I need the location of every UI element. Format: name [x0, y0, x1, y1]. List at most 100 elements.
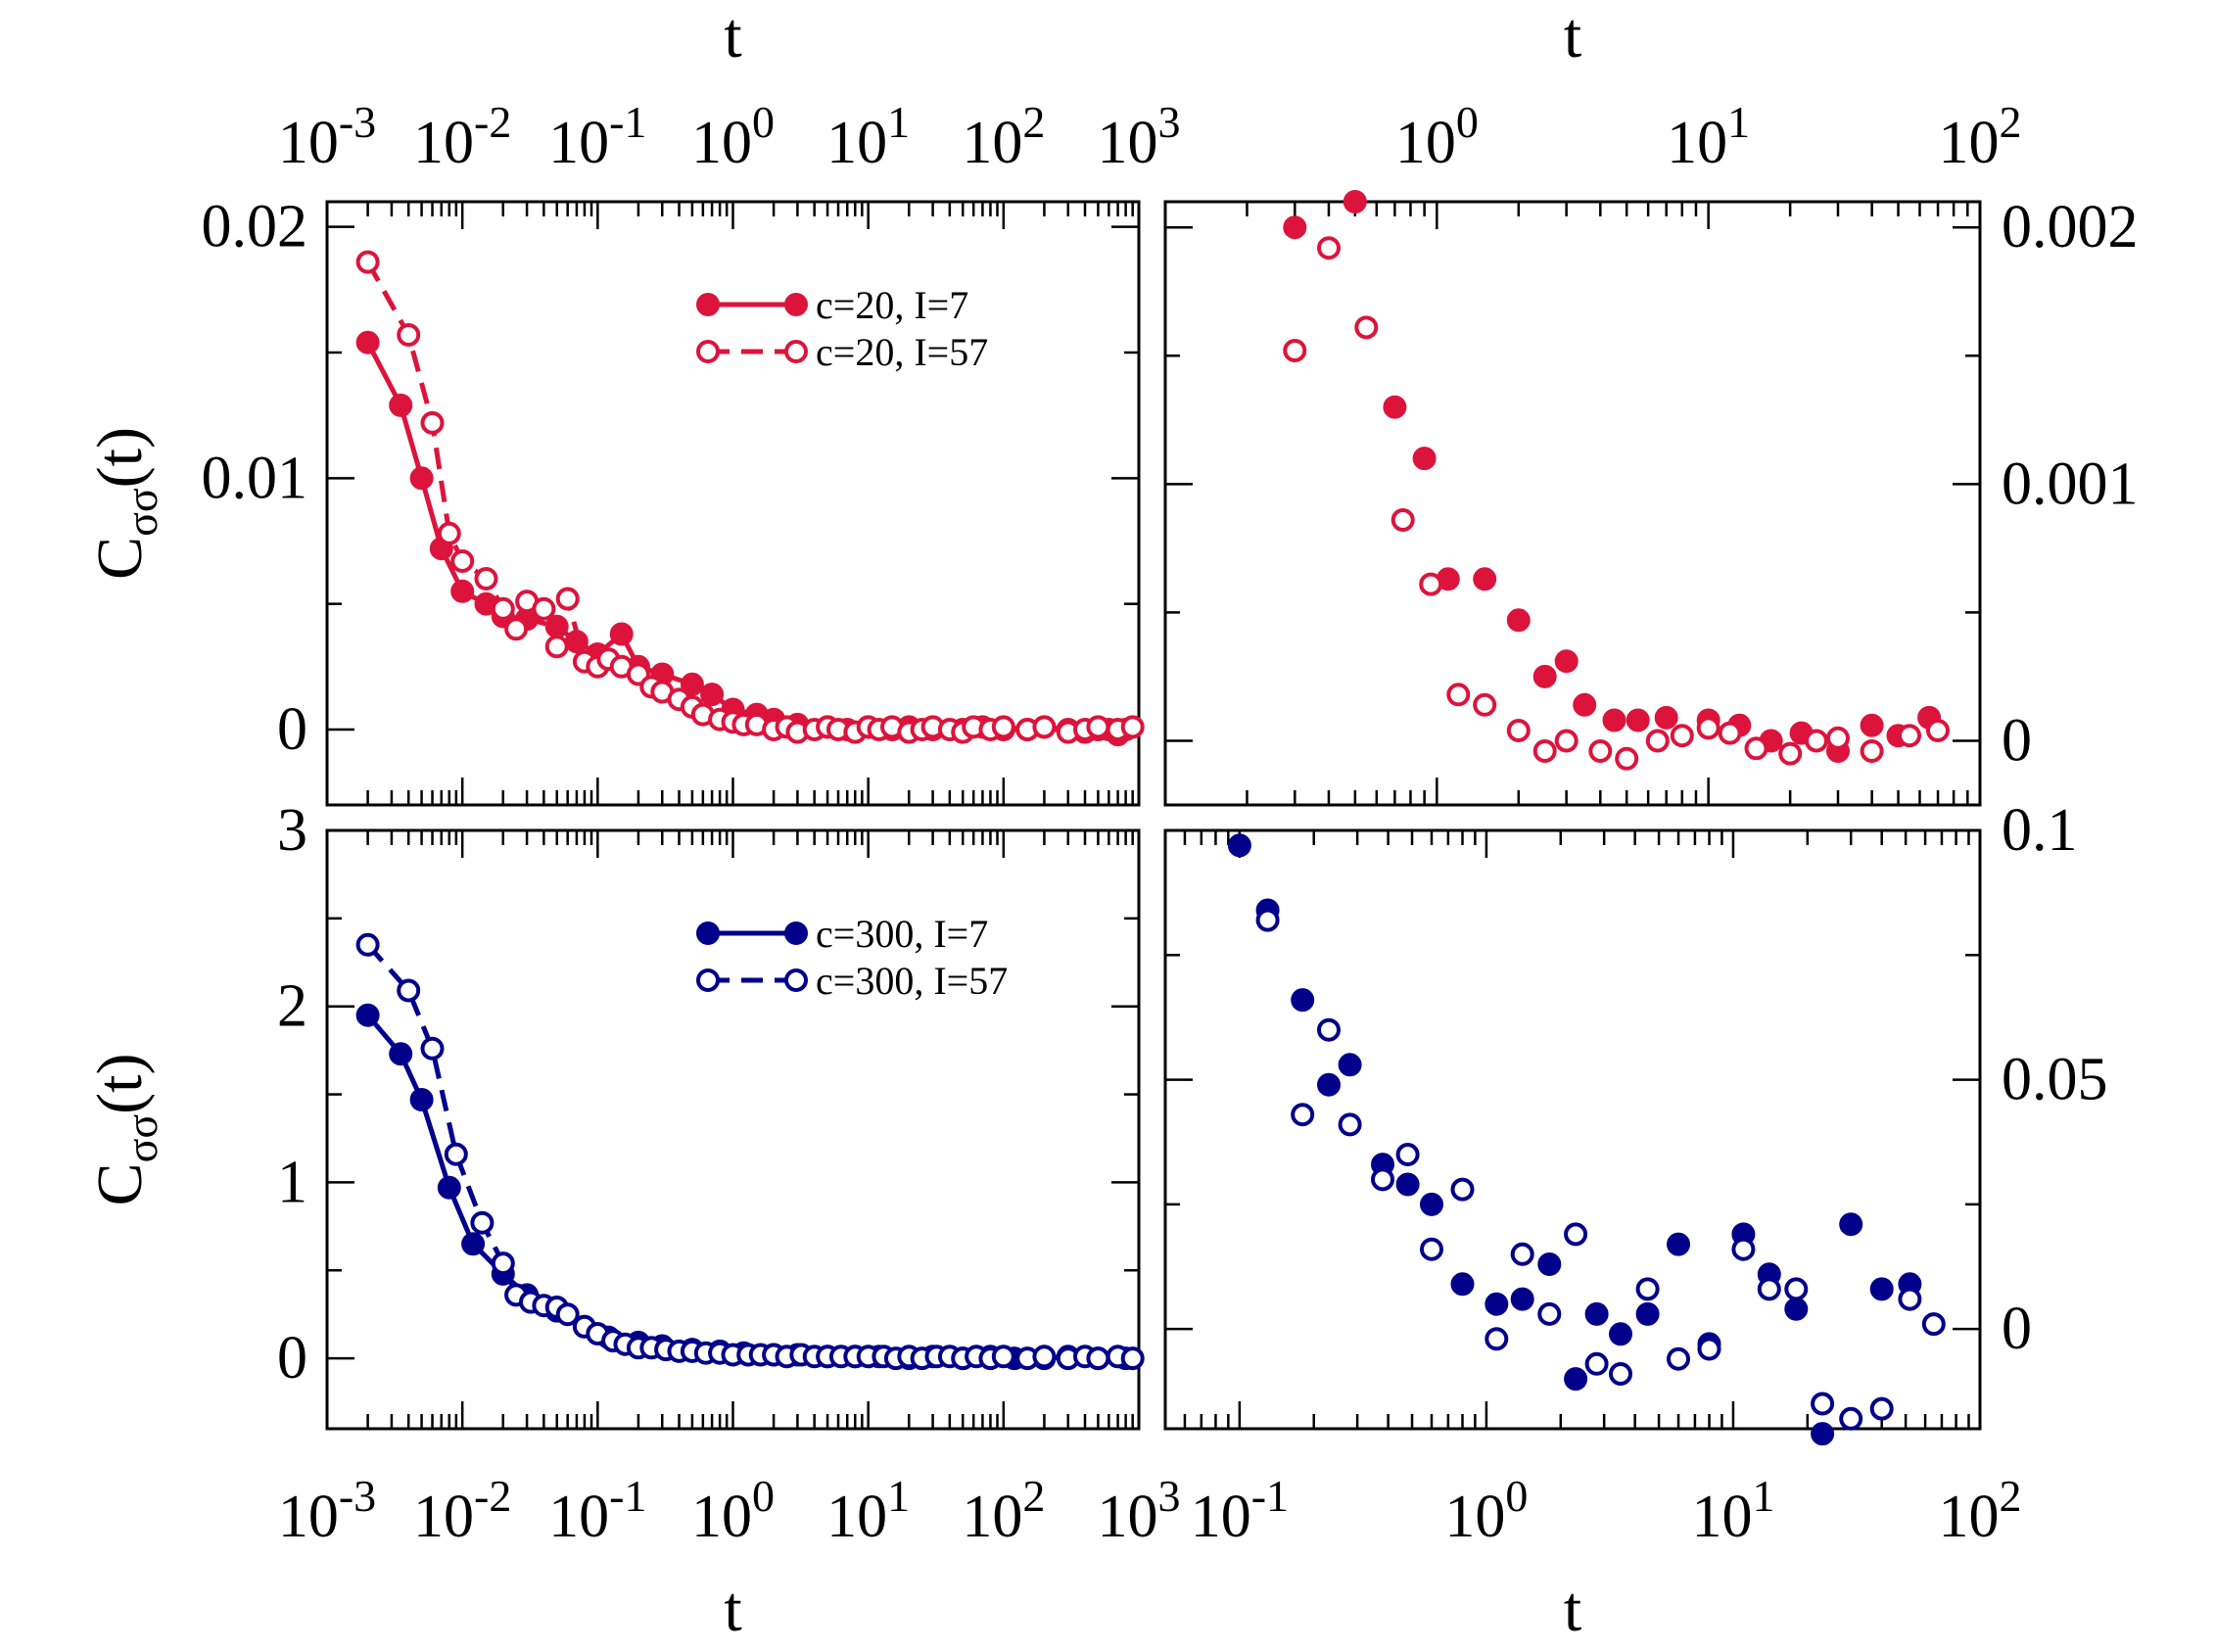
- data-point: [437, 521, 461, 545]
- legend-swatch-marker: [784, 921, 808, 945]
- series-open: [1283, 236, 1950, 771]
- data-point: [1757, 1277, 1781, 1301]
- series-line: [365, 943, 1133, 1361]
- data-point: [1317, 1017, 1341, 1042]
- y-tick-label: 3: [277, 797, 307, 864]
- data-point: [1805, 729, 1828, 753]
- data-point: [504, 617, 529, 641]
- data-point: [700, 683, 725, 707]
- data-point: [1506, 719, 1531, 742]
- data-point: [1291, 1103, 1315, 1127]
- series-filled: [355, 330, 1138, 747]
- x-tick-label: 101: [826, 97, 910, 176]
- data-point: [1450, 1177, 1475, 1202]
- y-tick-label: 0: [277, 696, 307, 763]
- legend-label: c=20, I=57: [816, 330, 988, 374]
- data-point: [1584, 1351, 1609, 1376]
- data-point: [1898, 724, 1921, 748]
- data-point: [1778, 741, 1803, 766]
- data-point: [1718, 721, 1742, 745]
- series-filled: [1227, 833, 1922, 1446]
- data-point: [1120, 715, 1145, 739]
- data-point: [1697, 1337, 1721, 1361]
- series-open: [355, 932, 1145, 1371]
- data-point: [1537, 1301, 1562, 1326]
- data-point: [1532, 739, 1557, 763]
- legend-label: c=300, I=57: [816, 959, 1008, 1003]
- data-point: [532, 596, 556, 621]
- data-point: [461, 1232, 486, 1256]
- y-tick-label: 0: [2002, 1296, 2032, 1362]
- x-tick-label: 10-1: [548, 97, 646, 176]
- x-axis-title: t: [1564, 1574, 1581, 1645]
- data-point: [1120, 1346, 1145, 1371]
- plot-frame: [1163, 200, 1982, 807]
- data-point: [1485, 1292, 1509, 1316]
- x-tick-label: 102: [962, 97, 1045, 176]
- data-point: [1635, 1277, 1660, 1301]
- data-point: [1696, 716, 1720, 740]
- data-point: [1573, 692, 1597, 717]
- data-point: [389, 1042, 413, 1066]
- data-point: [420, 1036, 445, 1061]
- data-point: [1645, 729, 1670, 753]
- data-point: [1839, 1406, 1863, 1431]
- data-point: [1584, 1301, 1609, 1326]
- data-point: [1473, 692, 1497, 717]
- series-line: [365, 1014, 1126, 1361]
- plot-frame: [1163, 828, 1982, 1431]
- series-line: [365, 260, 1134, 735]
- data-point: [1615, 746, 1639, 771]
- series-open: [355, 250, 1145, 744]
- y-axis-title: Cσσ(t): [84, 427, 166, 580]
- data-point: [991, 715, 1015, 739]
- x-tick-label: 100: [691, 1471, 775, 1550]
- panel-top-left: 10-3 10-2 10-1 100 101 102 103 t 0 0.01 0.02 Cσσ(t)…: [84, 0, 1181, 807]
- x-tick-label: 101: [826, 1471, 910, 1550]
- x-tick-label: 103: [1098, 97, 1181, 176]
- data-point: [1554, 649, 1579, 674]
- data-point: [1354, 315, 1379, 340]
- data-point: [1446, 683, 1471, 707]
- data-point: [555, 1302, 580, 1327]
- y-tick-label: 0: [2002, 707, 2032, 774]
- legend-swatch-marker: [696, 340, 720, 363]
- x-tick-label: 100: [1395, 97, 1479, 176]
- data-point: [1390, 508, 1415, 532]
- legend-label: c=20, I=7: [816, 283, 968, 327]
- data-point: [1626, 708, 1650, 732]
- x-tick-label: 10-1: [1191, 1471, 1289, 1550]
- data-point: [1317, 1072, 1341, 1097]
- data-point: [1450, 1272, 1475, 1297]
- data-point: [409, 466, 434, 491]
- data-point: [1395, 1143, 1420, 1166]
- data-point: [1860, 713, 1884, 737]
- data-point: [437, 1175, 461, 1200]
- x-axis-title: t: [1564, 0, 1581, 71]
- data-point: [474, 567, 498, 590]
- data-point: [444, 1142, 468, 1166]
- data-point: [1588, 739, 1613, 763]
- data-point: [1485, 1327, 1509, 1351]
- y-tick-label: 0: [277, 1325, 307, 1392]
- data-point: [1510, 1242, 1534, 1266]
- data-point: [1667, 1232, 1690, 1256]
- data-point: [1473, 567, 1497, 591]
- panel-bottom-right: 10-1 100 101 102 t 0 0.05 0.1: [1163, 797, 2108, 1645]
- data-point: [397, 978, 421, 1003]
- data-point: [1420, 1237, 1443, 1261]
- y-axis-title: Cσσ(t): [84, 1054, 166, 1206]
- data-point: [1554, 729, 1579, 753]
- series-filled: [355, 1003, 1138, 1371]
- data-point: [1419, 572, 1443, 596]
- data-point: [1602, 708, 1626, 732]
- series-line: [365, 341, 1127, 738]
- data-point: [491, 1251, 515, 1276]
- legend-swatch-marker: [696, 968, 720, 992]
- data-point: [1869, 1277, 1894, 1301]
- data-point: [1412, 447, 1437, 471]
- data-point: [1744, 736, 1768, 761]
- x-tick-label: 100: [1444, 1471, 1528, 1550]
- data-point: [1510, 1287, 1534, 1311]
